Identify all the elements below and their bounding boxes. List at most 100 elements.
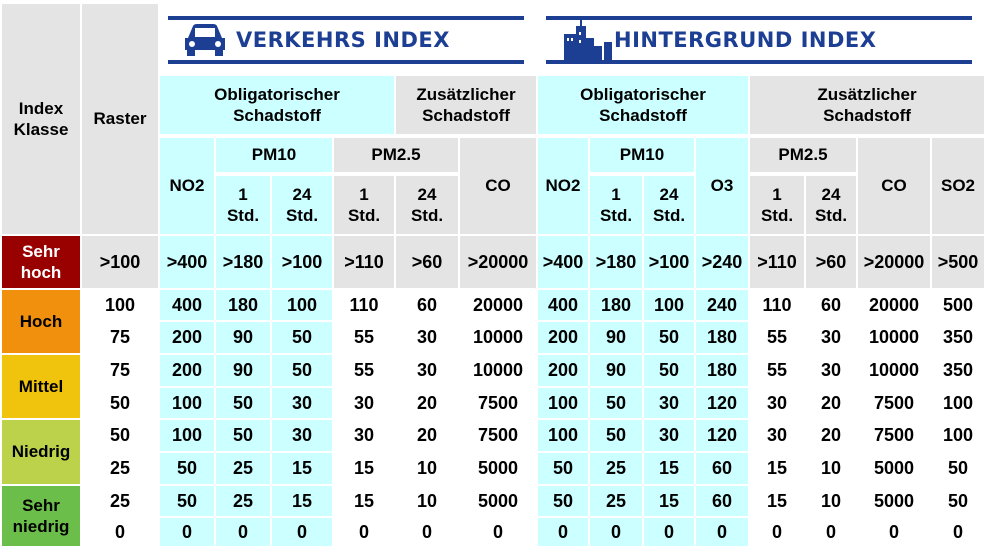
- table-cell: 0: [334, 518, 394, 546]
- table-cell: >20000: [460, 236, 536, 288]
- table-cell: >100: [272, 236, 332, 288]
- table-cell: 7500: [460, 388, 536, 418]
- table-cell: 0: [160, 518, 214, 546]
- table-cell: 0: [272, 518, 332, 546]
- table-cell: 50: [538, 453, 588, 484]
- raster-header: Raster: [82, 4, 158, 234]
- table-cell: 25: [590, 486, 642, 516]
- table-cell: 20: [806, 420, 856, 451]
- table-cell: 200: [538, 322, 588, 353]
- table-cell: 75: [82, 355, 158, 386]
- table-cell: 0: [590, 518, 642, 546]
- city-skyline-icon: [560, 20, 616, 65]
- table-cell: 55: [750, 322, 804, 353]
- table-cell: 400: [160, 290, 214, 320]
- table-cell: 0: [460, 518, 536, 546]
- table-cell: 200: [538, 355, 588, 386]
- table-cell: 30: [750, 420, 804, 451]
- table-cell: 25: [590, 453, 642, 484]
- table-cell: 25: [216, 453, 270, 484]
- table-cell: 20000: [460, 290, 536, 320]
- index-class-3: Niedrig: [2, 420, 80, 484]
- table-cell: 30: [750, 388, 804, 418]
- table-cell: 15: [272, 486, 332, 516]
- pm10-1std-header: 1 Std.: [216, 176, 270, 234]
- table-cell: >110: [750, 236, 804, 288]
- o3-header: O3: [696, 138, 748, 234]
- pm25-1std-header: 1 Std.: [750, 176, 804, 234]
- table-cell: 30: [806, 322, 856, 353]
- table-cell: >180: [216, 236, 270, 288]
- table-cell: 10000: [460, 355, 536, 386]
- table-cell: 5000: [460, 453, 536, 484]
- zusaetzlicher-schadstoff-header: Zusätzlicher Schadstoff: [396, 76, 536, 134]
- table-cell: 50: [932, 453, 984, 484]
- pm10-header: PM10: [216, 138, 332, 172]
- obligatorischer-schadstoff-header: Obligatorischer Schadstoff: [160, 76, 394, 134]
- table-cell: 100: [932, 388, 984, 418]
- table-cell: 0: [396, 518, 458, 546]
- table-cell: 15: [334, 453, 394, 484]
- table-cell: 100: [932, 420, 984, 451]
- index-class-4: Sehr niedrig: [2, 486, 80, 546]
- table-cell: 55: [334, 322, 394, 353]
- verkehr-banner-title: VERKEHRS INDEX: [236, 28, 450, 52]
- index-class-1: Hoch: [2, 290, 80, 353]
- table-cell: 50: [590, 388, 642, 418]
- table-cell: 0: [216, 518, 270, 546]
- table-cell: 7500: [858, 388, 930, 418]
- table-cell: 50: [160, 453, 214, 484]
- pm25-header: PM2.5: [334, 138, 458, 172]
- table-cell: 30: [272, 388, 332, 418]
- table-cell: 30: [334, 388, 394, 418]
- table-cell: 5000: [858, 453, 930, 484]
- table-cell: 15: [644, 453, 694, 484]
- table-cell: 180: [590, 290, 642, 320]
- table-cell: 30: [644, 388, 694, 418]
- co-header: CO: [460, 138, 536, 234]
- table-cell: >400: [160, 236, 214, 288]
- table-cell: 180: [696, 355, 748, 386]
- table-cell: 5000: [460, 486, 536, 516]
- table-cell: 60: [696, 453, 748, 484]
- table-cell: 20: [806, 388, 856, 418]
- table-cell: 50: [160, 486, 214, 516]
- table-cell: 60: [696, 486, 748, 516]
- table-cell: >110: [334, 236, 394, 288]
- table-cell: 20: [396, 388, 458, 418]
- table-cell: 100: [538, 388, 588, 418]
- table-cell: 15: [334, 486, 394, 516]
- table-cell: 10000: [460, 322, 536, 353]
- table-cell: 0: [806, 518, 856, 546]
- table-cell: 10000: [858, 355, 930, 386]
- table-cell: 30: [644, 420, 694, 451]
- table-cell: 15: [272, 453, 332, 484]
- table-cell: 200: [160, 322, 214, 353]
- pm10-24std-header: 24 Std.: [272, 176, 332, 234]
- table-cell: 50: [538, 486, 588, 516]
- table-cell: 100: [644, 290, 694, 320]
- table-cell: 50: [644, 355, 694, 386]
- pm10-1std-header: 1 Std.: [590, 176, 642, 234]
- index-class-0: Sehr hoch: [2, 236, 80, 288]
- table-cell: 100: [160, 388, 214, 418]
- index-class-2: Mittel: [2, 355, 80, 418]
- so2-header: SO2: [932, 138, 984, 234]
- table-cell: 0: [644, 518, 694, 546]
- table-cell: >400: [538, 236, 588, 288]
- table-cell: >100: [82, 236, 158, 288]
- table-cell: >20000: [858, 236, 930, 288]
- car-icon: [182, 20, 228, 63]
- table-cell: 0: [82, 518, 158, 546]
- table-cell: 60: [806, 290, 856, 320]
- table-cell: 90: [216, 322, 270, 353]
- table-cell: 0: [750, 518, 804, 546]
- table-cell: 50: [644, 322, 694, 353]
- table-cell: 120: [696, 388, 748, 418]
- pm25-24std-header: 24 Std.: [396, 176, 458, 234]
- table-cell: 0: [696, 518, 748, 546]
- table-cell: 50: [216, 388, 270, 418]
- table-cell: >180: [590, 236, 642, 288]
- verkehr-banner: VERKEHRS INDEX: [160, 4, 536, 74]
- table-cell: 100: [82, 290, 158, 320]
